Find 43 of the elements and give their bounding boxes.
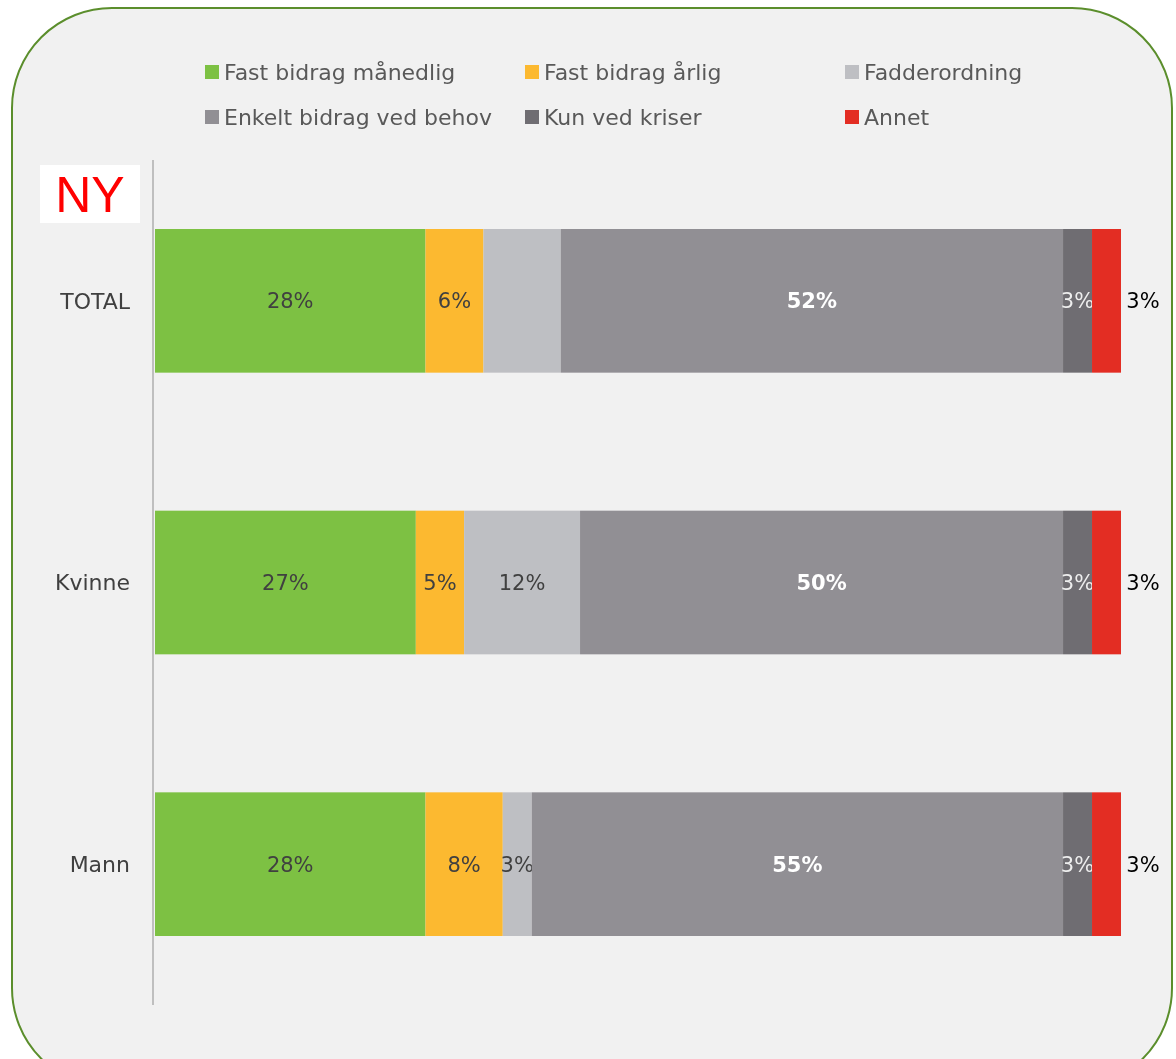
data-label: 6%	[437, 289, 472, 314]
bar	[1092, 510, 1121, 655]
bar	[531, 792, 1064, 936]
y-tick-label: Kvinne	[55, 570, 130, 596]
bar	[1063, 229, 1093, 373]
y-tick-label: Mann	[69, 851, 130, 877]
data-label: 3%	[1126, 570, 1160, 595]
data-label: 3%	[1060, 570, 1095, 595]
legend-label: Fadderordning	[864, 59, 1023, 85]
text: NY	[55, 166, 125, 223]
data-label: 28%	[266, 852, 314, 877]
data-label: 3%	[1126, 852, 1160, 877]
y-tick-label: TOTAL	[59, 288, 131, 314]
data-label: 12%	[498, 570, 546, 595]
bar	[155, 792, 426, 936]
data-label: 8%	[447, 852, 481, 877]
legend-label: Fast bidrag årlig	[544, 59, 722, 85]
bar	[1063, 792, 1093, 936]
bar	[425, 229, 484, 373]
bar	[1092, 229, 1121, 373]
legend-label: Fast bidrag månedlig	[224, 59, 456, 85]
data-label: 5%	[423, 570, 457, 595]
bar	[560, 229, 1064, 373]
bar	[155, 510, 416, 655]
data-label: 3%	[1126, 289, 1160, 314]
bar	[580, 510, 1064, 655]
bar	[483, 229, 561, 373]
data-label: 3%	[1060, 289, 1095, 314]
bar	[1063, 510, 1093, 655]
data-label: 55%	[772, 852, 823, 877]
data-label: 52%	[786, 289, 838, 314]
bar	[415, 510, 465, 655]
data-label: 3%	[1060, 852, 1095, 877]
legend-label: Annet	[864, 104, 930, 130]
legend-label: Enkelt bidrag ved behov	[224, 104, 493, 130]
data-label: 28%	[266, 289, 314, 314]
bar	[155, 229, 426, 373]
bar	[464, 510, 581, 655]
bar	[1092, 792, 1121, 936]
bar	[425, 792, 503, 936]
data-label: 27%	[262, 570, 309, 595]
legend-label: Kun ved kriser	[544, 104, 703, 130]
data-label: 50%	[796, 570, 847, 595]
